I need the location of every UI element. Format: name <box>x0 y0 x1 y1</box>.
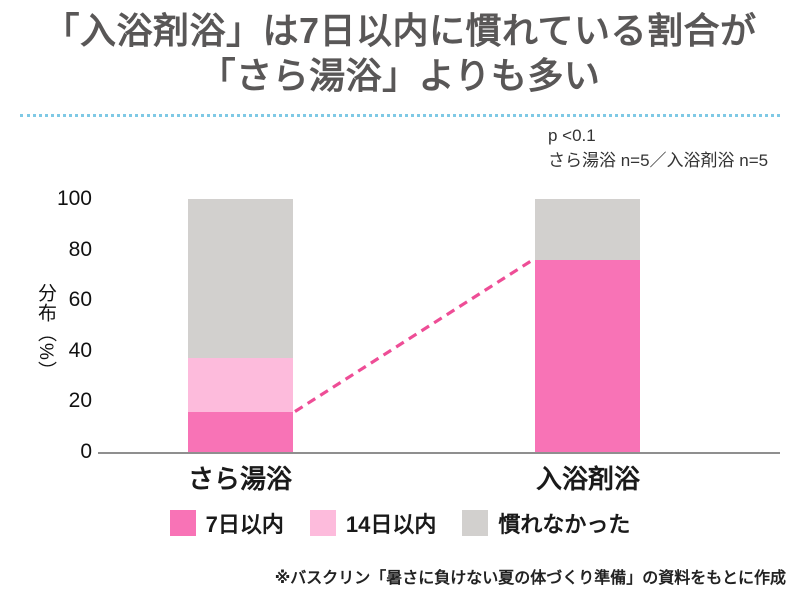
dotted-divider <box>20 114 780 117</box>
y-tick-40: 40 <box>68 338 92 362</box>
legend-swatch-14days <box>309 510 336 536</box>
legend-label-7days: 7日以内 <box>205 512 284 537</box>
y-tick-20: 20 <box>68 389 92 413</box>
legend: 7日以内 14日以内 慣れなかった <box>0 507 800 539</box>
bar-segment-7days <box>188 411 293 452</box>
stats-annotation: p <0.1 さら湯浴 n=5／入浴剤浴 n=5 <box>548 124 768 173</box>
bar-nyuyokuzaiyoku <box>535 199 640 452</box>
plot-area <box>98 199 780 454</box>
bar-segment-14days <box>188 358 293 412</box>
sample-size-text: さら湯浴 n=5／入浴剤浴 n=5 <box>548 150 769 170</box>
p-value-text: p <0.1 <box>548 126 596 145</box>
y-axis-ticks: 100 80 60 40 20 0 <box>0 187 92 463</box>
source-note: ※バスクリン「暑さに負けない夏の体づくり準備」の資料をもとに作成 <box>274 570 786 587</box>
y-tick-60: 60 <box>68 288 92 312</box>
x-axis-baseline <box>98 452 780 454</box>
legend-label-14days: 14日以内 <box>345 512 437 537</box>
bar-segment-7days <box>535 259 640 452</box>
dashed-connector-line <box>294 258 534 413</box>
legend-item-7days: 7日以内 <box>169 507 284 539</box>
legend-item-14days: 14日以内 <box>309 507 437 539</box>
bar-segment-narenakatta <box>535 199 640 260</box>
legend-item-narenakatta: 慣れなかった <box>462 507 630 539</box>
y-axis-label: 分布（%） <box>35 283 56 381</box>
legend-swatch-narenakatta <box>462 510 489 536</box>
page-title-line1: 「入浴剤浴」は7日以内に慣れている割合が <box>43 10 757 51</box>
y-tick-80: 80 <box>68 237 92 261</box>
x-label-sarayuyoku: さら湯浴 <box>187 464 292 494</box>
page-title-line2: 「さら湯浴」よりも多い <box>199 55 601 97</box>
bar-sarayuyoku <box>188 199 293 452</box>
page-title: 「入浴剤浴」は7日以内に慣れている割合が 「さら湯浴」よりも多い <box>0 8 800 99</box>
x-label-nyuyokuzaiyoku: 入浴剤浴 <box>535 464 640 494</box>
legend-swatch-7days <box>169 510 196 536</box>
y-tick-100: 100 <box>56 187 92 210</box>
legend-label-narenakatta: 慣れなかった <box>498 512 631 537</box>
y-tick-0: 0 <box>80 440 92 463</box>
bar-segment-narenakatta <box>188 199 293 359</box>
